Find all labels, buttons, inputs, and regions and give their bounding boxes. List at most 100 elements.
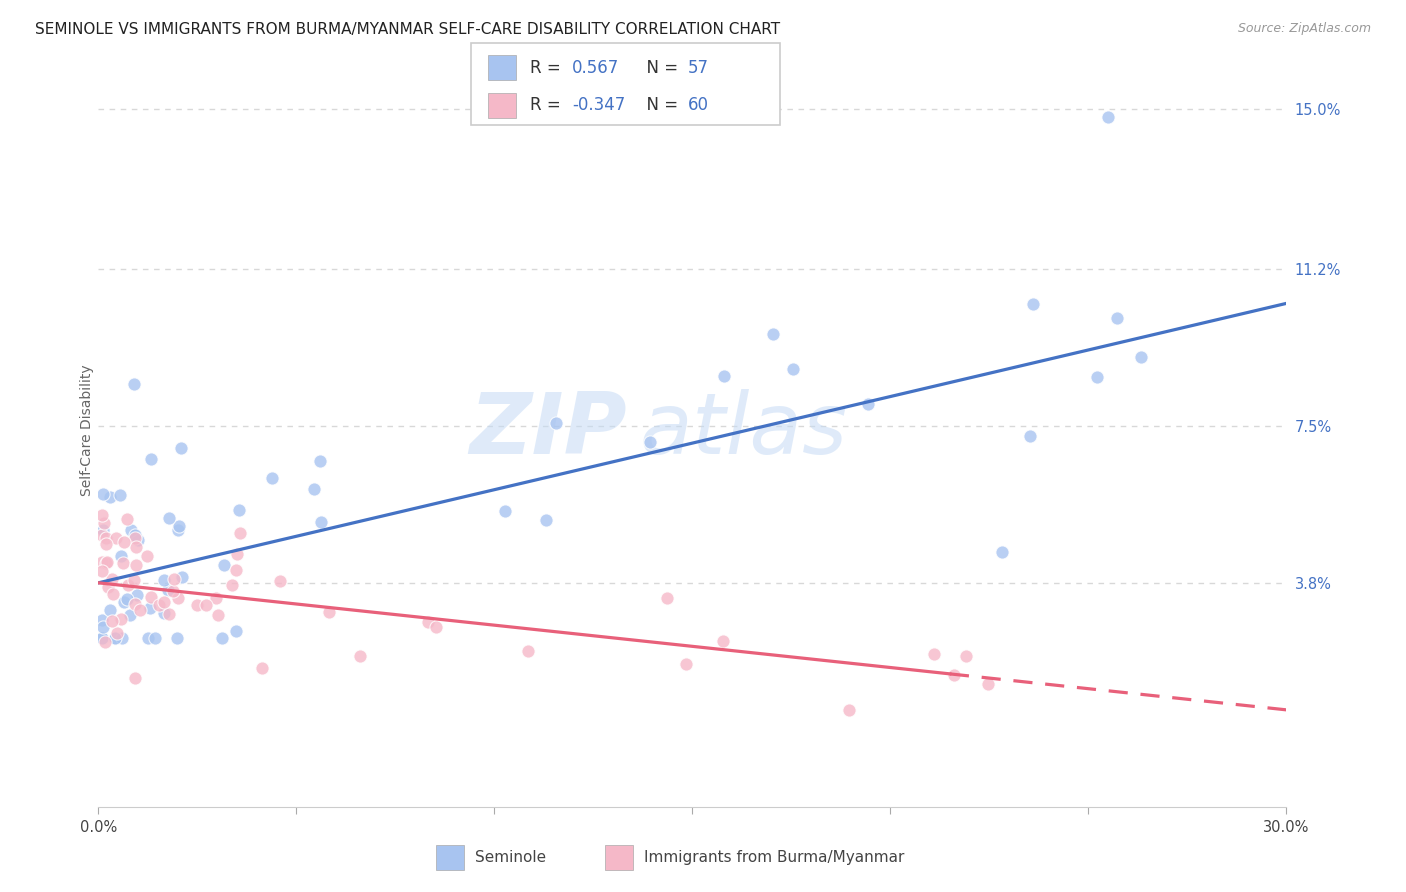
Point <box>125 588 148 602</box>
Point <box>782 361 804 376</box>
Point <box>117 592 139 607</box>
Point <box>122 376 145 391</box>
Point <box>139 591 162 605</box>
Point <box>136 631 159 645</box>
Point <box>162 583 184 598</box>
Point <box>127 533 149 548</box>
Point <box>858 397 880 411</box>
Point <box>1085 369 1108 384</box>
Y-axis label: Self-Care Disability: Self-Care Disability <box>80 365 94 496</box>
Point <box>138 600 160 615</box>
Point <box>226 547 249 561</box>
Point <box>167 519 190 533</box>
Point <box>1019 428 1042 442</box>
Point <box>91 631 114 645</box>
Point <box>207 607 229 622</box>
Text: N =: N = <box>636 59 683 77</box>
Point <box>124 531 146 545</box>
Point <box>269 574 291 589</box>
Point <box>101 615 124 629</box>
Point <box>141 452 163 467</box>
Point <box>136 549 159 564</box>
Point <box>129 602 152 616</box>
Point <box>111 631 134 645</box>
Point <box>942 667 965 681</box>
Text: Source: ZipAtlas.com: Source: ZipAtlas.com <box>1237 22 1371 36</box>
Text: N =: N = <box>636 96 683 114</box>
Point <box>91 528 114 542</box>
Text: atlas: atlas <box>638 389 846 472</box>
Point <box>91 631 114 645</box>
Text: 57: 57 <box>688 59 709 77</box>
Point <box>115 512 138 526</box>
Point <box>110 549 132 563</box>
Point <box>163 572 186 586</box>
Point <box>172 569 194 583</box>
Text: ZIP: ZIP <box>470 389 627 472</box>
Point <box>91 524 114 538</box>
Point <box>94 537 117 551</box>
Point <box>221 578 243 592</box>
Point <box>170 441 193 455</box>
Point <box>91 620 114 634</box>
Point <box>657 591 679 606</box>
Point <box>976 677 998 691</box>
Point <box>166 631 188 645</box>
Point <box>101 587 124 601</box>
Point <box>97 580 120 594</box>
Point <box>309 516 332 530</box>
Point <box>495 504 517 518</box>
Point <box>91 556 114 570</box>
Point <box>167 524 190 538</box>
Text: R =: R = <box>530 59 567 77</box>
Point <box>318 605 340 619</box>
Point <box>309 454 332 468</box>
Point <box>1021 297 1043 311</box>
Point <box>955 648 977 663</box>
Point <box>94 635 117 649</box>
Point <box>152 573 174 587</box>
Point <box>108 488 131 502</box>
Text: Immigrants from Burma/Myanmar: Immigrants from Burma/Myanmar <box>644 850 904 864</box>
Point <box>104 631 127 645</box>
Point <box>157 607 180 621</box>
Point <box>838 703 860 717</box>
Point <box>349 649 371 664</box>
Point <box>1107 311 1129 326</box>
Text: Seminole: Seminole <box>475 850 547 864</box>
Text: R =: R = <box>530 96 567 114</box>
Point <box>98 490 121 504</box>
Point <box>260 471 283 485</box>
Point <box>148 599 170 613</box>
Point <box>675 657 697 671</box>
Point <box>211 631 233 645</box>
Point <box>228 502 250 516</box>
Point <box>112 535 135 549</box>
Point <box>111 556 134 570</box>
Text: -0.347: -0.347 <box>572 96 626 114</box>
Point <box>105 625 128 640</box>
Point <box>225 563 247 577</box>
Point <box>225 624 247 639</box>
Point <box>124 528 146 542</box>
Point <box>157 511 180 525</box>
Point <box>91 565 114 579</box>
Point <box>124 671 146 685</box>
Point <box>96 556 118 570</box>
Point <box>212 558 235 572</box>
Point <box>638 434 661 449</box>
Point <box>534 513 557 527</box>
Point <box>425 619 447 633</box>
Point <box>302 482 325 496</box>
Point <box>124 597 146 611</box>
Point <box>91 508 114 523</box>
Point <box>1097 110 1119 124</box>
Point <box>711 634 734 648</box>
Point <box>991 544 1014 558</box>
Point <box>120 523 142 537</box>
Point <box>91 486 114 500</box>
Point <box>195 598 218 612</box>
Point <box>124 558 146 572</box>
Point <box>186 598 208 612</box>
Text: 0.567: 0.567 <box>572 59 620 77</box>
